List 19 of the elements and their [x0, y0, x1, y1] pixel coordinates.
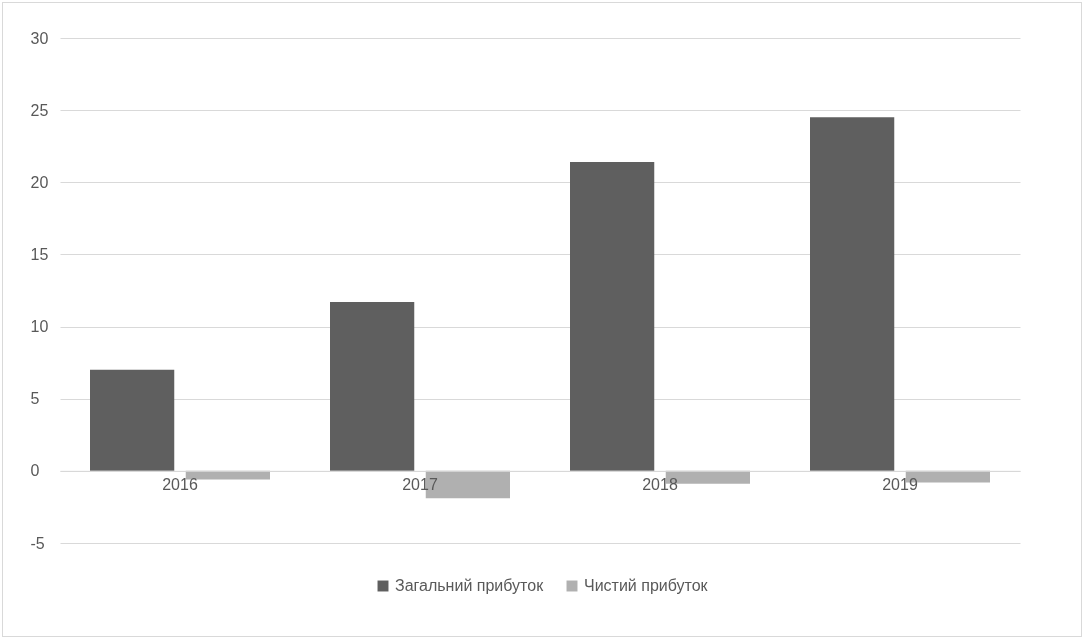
y-tick-label: 25 [30, 101, 49, 119]
bar [810, 117, 895, 471]
x-tick-label: 2017 [402, 476, 438, 494]
y-tick-label: 20 [30, 173, 49, 191]
y-tick-label: -5 [30, 534, 45, 552]
y-tick-label: 5 [30, 390, 40, 408]
y-tick-label: 30 [30, 29, 49, 47]
x-tick-label: 2018 [642, 476, 678, 494]
bar [90, 369, 175, 471]
bar [185, 470, 270, 480]
x-tick-label: 2016 [162, 476, 198, 494]
legend-label: Чистий прибуток [584, 577, 709, 594]
y-tick-label: 0 [30, 462, 40, 480]
bar [570, 162, 655, 471]
x-tick-label: 2019 [882, 476, 918, 494]
y-tick-label: 15 [30, 245, 49, 263]
bar [330, 302, 415, 471]
legend-label: Загальний прибуток [395, 577, 545, 594]
y-tick-label: 10 [30, 318, 49, 336]
